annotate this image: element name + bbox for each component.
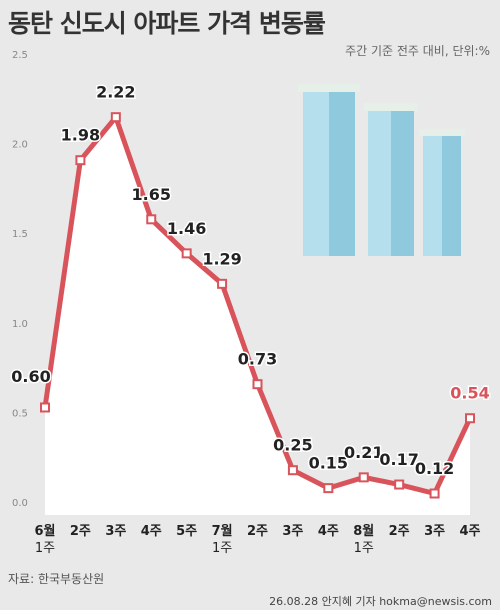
- value-label: 1.29: [202, 249, 241, 268]
- value-label: 0.17: [379, 450, 418, 469]
- marker: [75, 155, 86, 166]
- credit: 26.08.28 안지혜 기자 hokma@newsis.com: [269, 595, 492, 608]
- marker: [217, 278, 228, 289]
- x-tick-label: 8월 1주: [353, 524, 375, 556]
- value-label: 1.98: [61, 126, 100, 145]
- marker: [287, 465, 298, 476]
- marker: [252, 379, 263, 390]
- value-label: 0.12: [415, 459, 454, 478]
- area: [45, 117, 470, 516]
- buildings-illustration: [298, 84, 465, 256]
- x-tick-label: 2주: [69, 524, 91, 539]
- y-tick-label: 1.5: [12, 229, 28, 240]
- x-tick-label: 6월 1주: [34, 524, 56, 556]
- marker: [181, 248, 192, 259]
- x-tick-label: 4주: [140, 524, 162, 539]
- value-label: 0.21: [344, 443, 383, 462]
- x-tick-label: 4주: [317, 524, 339, 539]
- y-tick-label: 1.0: [12, 319, 28, 330]
- value-label: 0.15: [309, 454, 348, 473]
- marker: [394, 479, 405, 490]
- chart-title: 동탄 신도시 아파트 가격 변동률: [8, 9, 326, 38]
- x-tick-label: 4주: [459, 524, 481, 539]
- value-label: 1.46: [167, 219, 206, 238]
- x-tick-label: 2주: [246, 524, 268, 539]
- value-label: 0.73: [238, 350, 277, 369]
- value-label: 0.54: [450, 384, 489, 403]
- value-label: 0.60: [11, 367, 50, 386]
- value-label: 0.25: [273, 436, 312, 455]
- marker: [358, 472, 369, 483]
- x-tick-label: 5주: [176, 524, 198, 539]
- marker: [110, 112, 121, 123]
- x-tick-label: 7월 1주: [211, 524, 233, 556]
- marker: [429, 488, 440, 499]
- x-tick-label: 3주: [282, 524, 304, 539]
- chart-subtitle: 주간 기준 전주 대비, 단위:%: [345, 44, 490, 58]
- marker: [323, 483, 334, 494]
- x-tick-label: 3주: [424, 524, 446, 539]
- x-tick-label: 2주: [388, 524, 410, 539]
- y-tick-label: 2.5: [12, 50, 28, 61]
- y-tick-label: 2.0: [12, 140, 28, 151]
- y-tick-label: 0.5: [12, 408, 28, 419]
- y-tick-label: 0.0: [12, 498, 28, 509]
- marker: [40, 402, 50, 413]
- source: 자료: 한국부동산원: [8, 572, 105, 586]
- x-tick-label: 3주: [105, 524, 127, 539]
- marker: [146, 214, 157, 225]
- marker: [465, 413, 475, 424]
- value-label: 2.22: [96, 83, 135, 102]
- value-label: 1.65: [132, 185, 171, 204]
